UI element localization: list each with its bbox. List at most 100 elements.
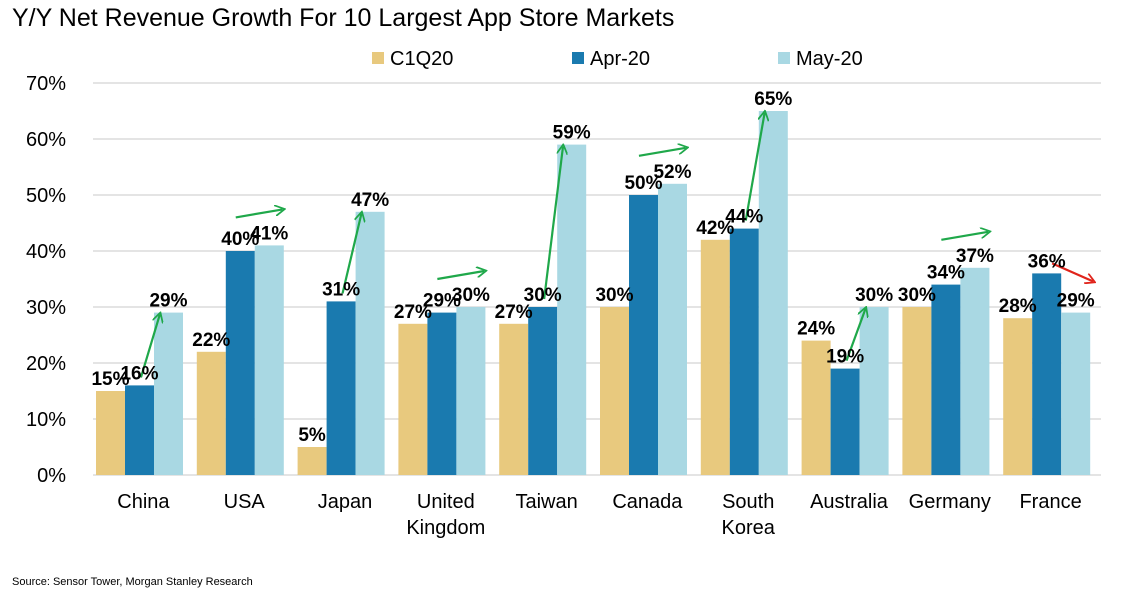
bar-may-20-china bbox=[154, 312, 183, 475]
bar-c1q20-france bbox=[1003, 318, 1033, 475]
x-tick-label: Taiwan bbox=[515, 491, 577, 513]
bar-apr-20-south-korea bbox=[729, 228, 759, 475]
bar-c1q20-japan bbox=[297, 447, 327, 475]
bar-apr-20-usa bbox=[225, 251, 255, 475]
bar-apr-20-canada bbox=[629, 195, 658, 475]
bar-apr-20-france bbox=[1032, 273, 1062, 475]
x-tick-label: Germany bbox=[909, 491, 991, 513]
data-label: 44% bbox=[725, 207, 763, 228]
bar-may-20-australia bbox=[859, 307, 889, 475]
x-tick-label: Australia bbox=[810, 491, 889, 513]
bar-may-20-united-kingdom bbox=[456, 307, 486, 475]
bar-c1q20-south-korea bbox=[700, 239, 730, 475]
bar-apr-20-taiwan bbox=[528, 307, 558, 475]
trend-arrow-france bbox=[1051, 262, 1093, 281]
data-label: 29% bbox=[149, 291, 187, 312]
data-label: 37% bbox=[956, 246, 994, 267]
source-note: Source: Sensor Tower, Morgan Stanley Res… bbox=[12, 576, 253, 588]
legend-swatch bbox=[372, 52, 384, 64]
bar-apr-20-china bbox=[125, 385, 154, 475]
data-labels: 15%22%5%27% 27%30%42%24%30%28%16%40%31%29… bbox=[91, 89, 1094, 446]
bar-apr-20-germany bbox=[931, 284, 961, 475]
y-axis-tick-labels: 0% 10% 20% 30% 40% 50% 60% 70% bbox=[26, 73, 66, 487]
bar-may-20-south-korea bbox=[758, 111, 788, 475]
bar-apr-20-united-kingdom bbox=[427, 312, 457, 475]
bar-may-20-canada bbox=[658, 183, 687, 476]
data-label: 47% bbox=[351, 190, 389, 211]
legend-label: May-20 bbox=[796, 48, 863, 70]
y-tick-label: 70% bbox=[26, 73, 66, 95]
data-label: 59% bbox=[553, 123, 591, 144]
bar-may-20-japan bbox=[355, 211, 385, 476]
data-label: 30% bbox=[898, 285, 936, 306]
data-label: 30% bbox=[452, 285, 490, 306]
data-label: 30% bbox=[855, 285, 893, 306]
data-label: 52% bbox=[653, 162, 691, 183]
data-label: 65% bbox=[754, 89, 792, 110]
bar-apr-20-japan bbox=[326, 301, 356, 475]
data-label: 27% bbox=[394, 302, 432, 323]
y-tick-label: 0% bbox=[37, 465, 66, 487]
bar-c1q20-united-kingdom bbox=[398, 323, 428, 475]
bar-may-20-taiwan bbox=[557, 144, 587, 475]
y-tick-label: 30% bbox=[26, 297, 66, 319]
data-label: 27% bbox=[495, 302, 533, 323]
data-label: 40% bbox=[221, 229, 259, 250]
bar-c1q20-australia bbox=[801, 340, 831, 475]
x-tick-label: China bbox=[117, 491, 170, 513]
trend-arrow-australia bbox=[845, 309, 866, 361]
trend-arrow-usa bbox=[235, 209, 283, 219]
bar-c1q20-canada bbox=[600, 307, 629, 475]
y-tick-label: 50% bbox=[26, 185, 66, 207]
data-label: 41% bbox=[250, 223, 288, 244]
data-label: 31% bbox=[322, 279, 360, 300]
bars bbox=[96, 111, 1091, 476]
data-label: 30% bbox=[595, 285, 633, 306]
trend-arrow-germany bbox=[941, 232, 988, 241]
data-label: 42% bbox=[696, 218, 734, 239]
data-label: 19% bbox=[826, 347, 864, 368]
bar-may-20-france bbox=[1061, 312, 1091, 475]
chart-title: Y/Y Net Revenue Growth For 10 Largest Ap… bbox=[12, 4, 675, 32]
data-label: 34% bbox=[927, 263, 965, 284]
data-label: 15% bbox=[91, 369, 129, 390]
y-tick-label: 20% bbox=[26, 353, 66, 375]
data-label: 30% bbox=[524, 285, 562, 306]
trend-arrow-taiwan bbox=[543, 147, 563, 300]
x-tick-label: South Korea bbox=[722, 491, 776, 539]
legend-label: C1Q20 bbox=[390, 48, 453, 70]
bar-c1q20-usa bbox=[196, 351, 226, 475]
x-tick-label: Japan bbox=[318, 491, 373, 513]
y-tick-label: 60% bbox=[26, 129, 66, 151]
x-axis-tick-labels: China USA Japan United Kingdom Taiwan Canada So… bbox=[117, 491, 1081, 539]
x-tick-label: United Kingdom bbox=[406, 491, 485, 539]
data-label: 28% bbox=[999, 296, 1037, 317]
trend-arrow-china bbox=[139, 315, 160, 378]
bar-c1q20-germany bbox=[902, 307, 932, 475]
legend-label: Apr-20 bbox=[590, 48, 650, 70]
data-label: 29% bbox=[1057, 291, 1095, 312]
y-tick-label: 40% bbox=[26, 241, 66, 263]
trend-arrow-japan bbox=[341, 214, 362, 294]
bar-c1q20-china bbox=[96, 391, 125, 475]
bar-apr-20-australia bbox=[830, 368, 860, 475]
data-label: 24% bbox=[797, 319, 835, 340]
legend: C1Q20 Apr-20 May-20 bbox=[372, 48, 863, 70]
legend-swatch bbox=[778, 52, 790, 64]
x-tick-label: Canada bbox=[612, 491, 683, 513]
data-label: 22% bbox=[192, 330, 230, 351]
bar-may-20-germany bbox=[960, 267, 990, 475]
bar-may-20-usa bbox=[254, 245, 284, 475]
data-label: 5% bbox=[298, 425, 326, 446]
bar-c1q20-taiwan bbox=[499, 323, 529, 475]
data-label: 29% bbox=[423, 291, 461, 312]
trend-arrow-canada bbox=[638, 148, 686, 157]
trend-arrow-united-kingdom bbox=[437, 271, 484, 281]
x-tick-label: USA bbox=[224, 491, 266, 513]
x-tick-label: France bbox=[1019, 491, 1081, 513]
data-label: 50% bbox=[624, 173, 662, 194]
trend-arrows bbox=[139, 113, 1093, 378]
data-label: 36% bbox=[1028, 251, 1066, 272]
trend-arrow-south-korea bbox=[744, 113, 765, 221]
